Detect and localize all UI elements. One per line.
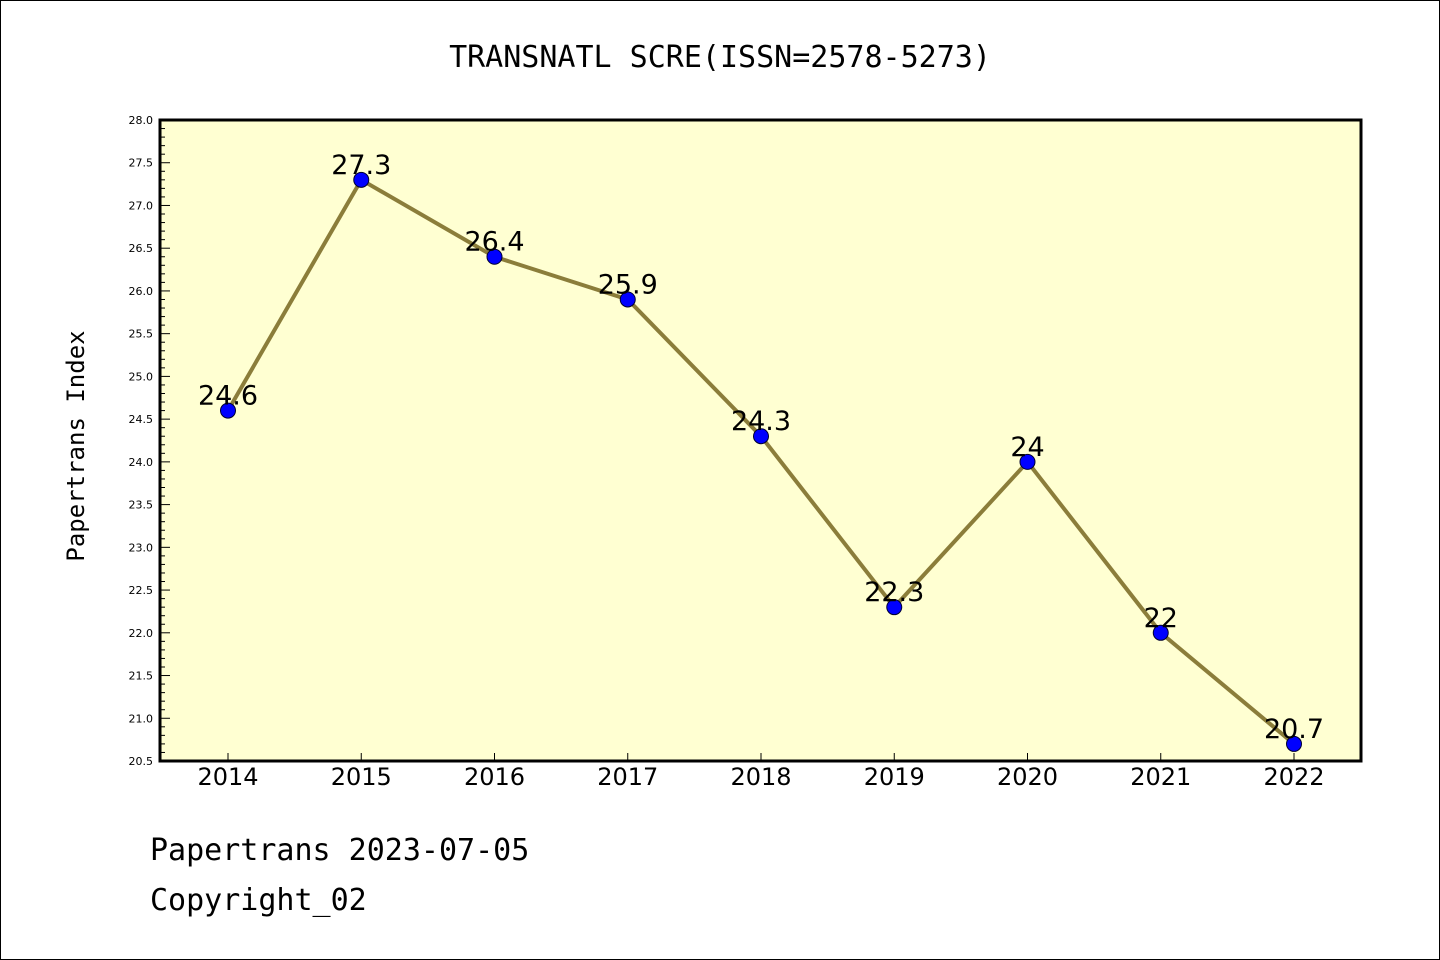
- y-tick-label: 27.0: [129, 199, 154, 212]
- data-labels: 24.6 27.3 26.4 25.9 24.3 22.3 24 22 20.7: [198, 150, 1324, 745]
- y-tick-label: 22.5: [129, 584, 154, 597]
- data-label: 22.3: [864, 577, 924, 608]
- y-tick-label: 21.5: [129, 670, 154, 683]
- x-tick-label: 2015: [331, 763, 392, 791]
- data-point: [486, 248, 503, 265]
- x-tick-label: 2016: [464, 763, 525, 791]
- x-tick-label: 2017: [597, 763, 658, 791]
- data-label: 20.7: [1264, 714, 1324, 745]
- y-tick-label: 21.0: [129, 712, 154, 725]
- x-tick-label: 2014: [197, 763, 258, 791]
- data-label: 24: [1010, 432, 1044, 463]
- x-tick-label: 2018: [730, 763, 791, 791]
- footer-copyright: Copyright_02: [150, 883, 367, 918]
- y-tick-label: 24.5: [129, 413, 154, 426]
- plot-border: [158, 118, 1363, 763]
- y-tick-label: 25.5: [129, 328, 154, 341]
- data-point: [886, 599, 903, 616]
- y-tick-label: 26.5: [129, 242, 154, 255]
- x-tick-label: 2020: [997, 763, 1058, 791]
- data-label: 27.3: [331, 150, 391, 181]
- data-point: [619, 291, 636, 308]
- data-point: [1286, 735, 1302, 752]
- data-label: 22: [1144, 603, 1178, 634]
- x-tick-label: 2022: [1263, 763, 1324, 791]
- data-points: [220, 171, 1302, 752]
- y-tick-label: 26.0: [129, 285, 154, 298]
- data-point: [1019, 453, 1036, 470]
- y-tick-label: 23.5: [129, 499, 154, 512]
- y-tick-label: 24.0: [129, 456, 154, 469]
- footer-date: Papertrans 2023-07-05: [150, 833, 530, 868]
- y-tick-label: 20.5: [129, 755, 154, 768]
- x-tick-label: 2019: [864, 763, 925, 791]
- y-tick-label: 25.0: [129, 370, 154, 383]
- data-label: 25.9: [598, 269, 658, 300]
- data-label: 24.3: [731, 406, 791, 437]
- x-tick-label: 2021: [1130, 763, 1191, 791]
- data-point: [220, 402, 236, 419]
- chart-title: TRANSNATL SCRE(ISSN=2578-5273): [449, 40, 991, 75]
- y-tick-label: 23.0: [129, 541, 154, 554]
- data-label: 24.6: [198, 381, 258, 412]
- y-axis: 20.5 21.0 21.5 22.0 22.5 23.0 23.5 24.0 24.5 25.0…: [129, 114, 170, 768]
- y-axis-label: Papertrans Index: [62, 330, 90, 561]
- y-tick-label: 22.0: [129, 627, 154, 640]
- data-label: 26.4: [464, 227, 524, 258]
- data-point: [353, 171, 370, 188]
- y-tick-label: 28.0: [129, 114, 154, 127]
- y-tick-label: 27.5: [129, 157, 154, 170]
- data-point: [753, 428, 769, 445]
- data-point: [1152, 624, 1169, 641]
- x-axis: 2014 2015 2016 2017 2018 2019 2020 2021 2022: [197, 753, 1325, 791]
